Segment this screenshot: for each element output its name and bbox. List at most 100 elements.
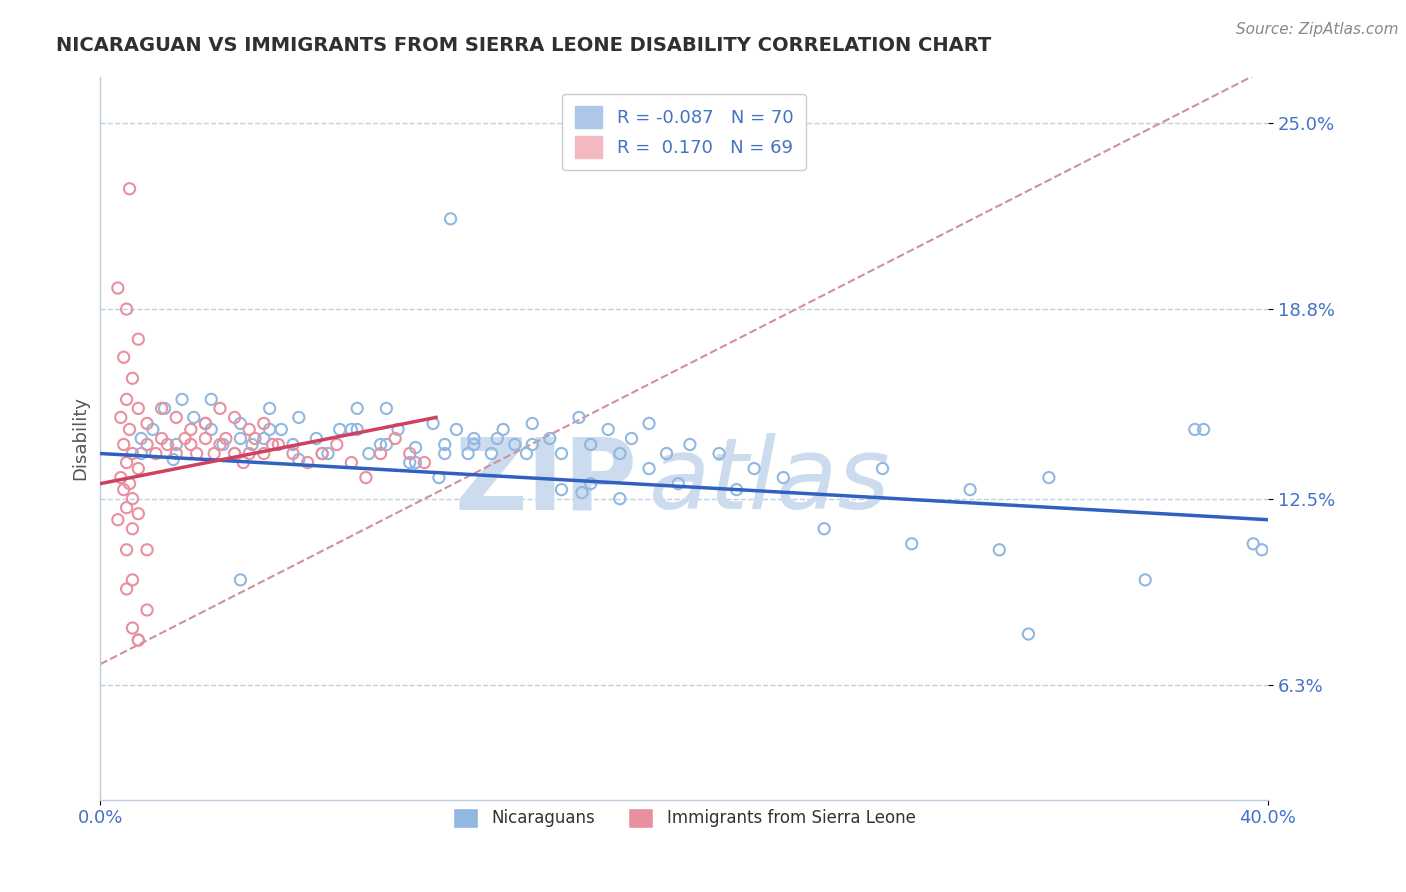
Point [127, 633, 149, 648]
Point [357, 446, 380, 460]
Point [1017, 627, 1039, 641]
Point [170, 392, 193, 407]
Point [609, 446, 631, 460]
Point [165, 410, 187, 425]
Point [136, 603, 159, 617]
Point [872, 461, 894, 475]
Point [243, 432, 266, 446]
Point [165, 437, 187, 451]
Point [262, 437, 284, 451]
Point [370, 437, 392, 451]
Point [422, 417, 444, 431]
Point [1135, 573, 1157, 587]
Point [180, 437, 202, 451]
Point [1241, 537, 1264, 551]
Point [340, 456, 363, 470]
Point [398, 456, 420, 470]
Point [107, 513, 129, 527]
Point [316, 446, 339, 460]
Point [370, 446, 392, 460]
Point [115, 500, 138, 515]
Point [515, 446, 537, 460]
Point [224, 446, 246, 460]
Point [340, 422, 363, 436]
Point [270, 422, 292, 436]
Point [346, 422, 368, 436]
Point [326, 437, 349, 451]
Point [463, 432, 485, 446]
Point [229, 573, 252, 587]
Point [183, 410, 205, 425]
Point [215, 432, 238, 446]
Point [165, 446, 187, 460]
Point [959, 483, 981, 497]
Point [492, 422, 515, 436]
Point [620, 432, 643, 446]
Point [253, 417, 276, 431]
Point [384, 432, 406, 446]
Point [413, 456, 436, 470]
Point [208, 401, 231, 416]
Point [305, 432, 328, 446]
Point [1038, 470, 1060, 484]
Point [1184, 422, 1206, 436]
Point [346, 401, 368, 416]
Point [194, 417, 217, 431]
Point [180, 422, 202, 436]
Point [153, 401, 176, 416]
Point [115, 456, 138, 470]
Point [288, 452, 311, 467]
Point [238, 446, 260, 460]
Point [240, 437, 263, 451]
Point [375, 401, 398, 416]
Point [115, 542, 138, 557]
Point [229, 432, 252, 446]
Point [446, 422, 468, 436]
Point [481, 446, 503, 460]
Point [609, 491, 631, 506]
Point [129, 432, 152, 446]
Point [297, 456, 319, 470]
Point [772, 470, 794, 484]
Point [579, 437, 602, 451]
Point [522, 437, 544, 451]
Point [427, 470, 450, 484]
Point [281, 446, 304, 460]
Point [398, 446, 420, 460]
Text: NICARAGUAN VS IMMIGRANTS FROM SIERRA LEONE DISABILITY CORRELATION CHART: NICARAGUAN VS IMMIGRANTS FROM SIERRA LEO… [56, 36, 991, 54]
Text: Source: ZipAtlas.com: Source: ZipAtlas.com [1236, 22, 1399, 37]
Point [121, 573, 143, 587]
Point [145, 446, 167, 460]
Point [638, 417, 661, 431]
Point [550, 446, 572, 460]
Point [679, 437, 702, 451]
Point [457, 446, 479, 460]
Point [156, 437, 179, 451]
Point [463, 437, 485, 451]
Point [118, 182, 141, 196]
Point [212, 437, 235, 451]
Point [127, 507, 149, 521]
Point [813, 522, 835, 536]
Point [259, 401, 281, 416]
Point [129, 446, 152, 460]
Point [162, 452, 184, 467]
Point [405, 456, 427, 470]
Point [127, 633, 149, 648]
Legend: Nicaraguans, Immigrants from Sierra Leone: Nicaraguans, Immigrants from Sierra Leon… [446, 801, 922, 835]
Point [232, 456, 254, 470]
Point [121, 446, 143, 460]
Point [107, 281, 129, 295]
Point [112, 437, 135, 451]
Point [150, 401, 173, 416]
Point [253, 446, 276, 460]
Point [1192, 422, 1215, 436]
Point [200, 422, 222, 436]
Point [433, 446, 456, 460]
Point [568, 410, 591, 425]
Point [118, 422, 141, 436]
Point [150, 432, 173, 446]
Point [900, 537, 922, 551]
Point [666, 476, 689, 491]
Point [571, 485, 593, 500]
